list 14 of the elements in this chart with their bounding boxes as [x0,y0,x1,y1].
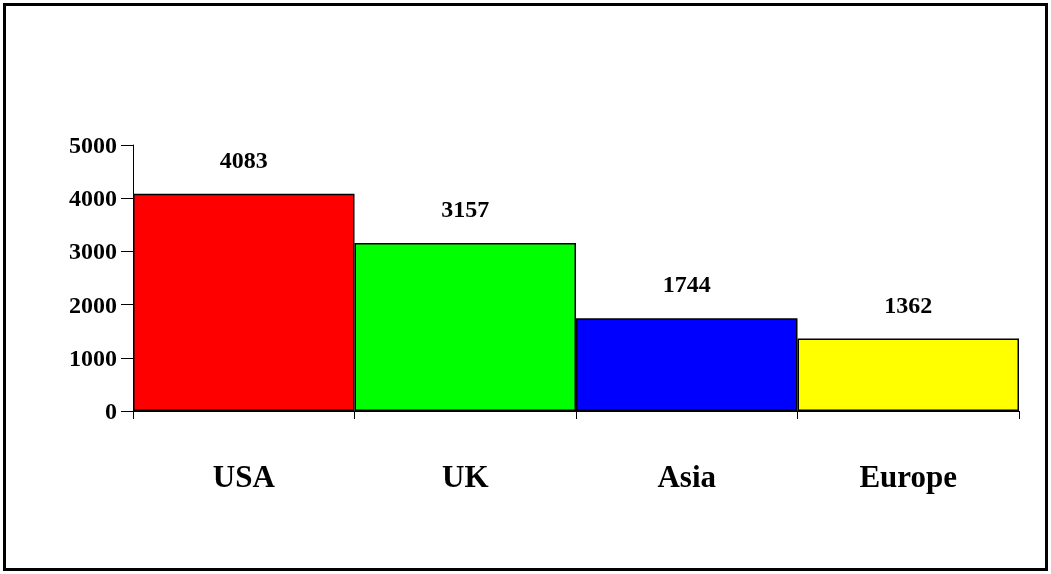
x-tick-label: Europe [859,459,958,494]
y-tick-label: 2000 [69,291,117,318]
x-tick-label: Asia [657,459,717,494]
y-tick-label: 1000 [69,344,117,371]
data-label: 4083 [219,146,268,173]
y-tick-label: 3000 [69,238,117,265]
data-label: 1362 [884,291,933,318]
y-tick-label: 0 [105,398,117,424]
x-tick-label: USA [212,459,276,494]
y-tick-label: 4000 [69,185,117,212]
x-tick-label: UK [442,459,489,494]
y-tick-label: 5000 [69,132,117,158]
data-label: 3157 [441,196,490,223]
data-label: 1744 [662,271,711,298]
